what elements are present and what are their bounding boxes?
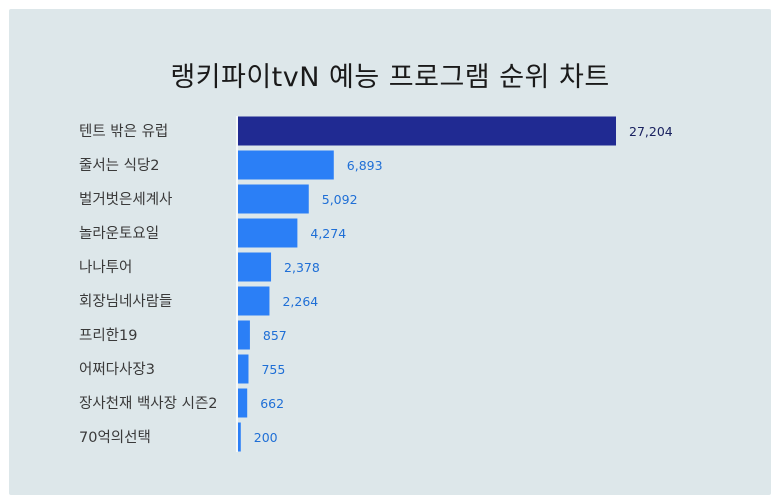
category-label: 텐트 밖은 유럽 <box>79 123 168 140</box>
value-label: 857 <box>263 328 287 343</box>
bar <box>238 286 270 316</box>
category-label: 줄서는 식당2 <box>79 157 160 174</box>
category-label: 벌거벗은세계사 <box>79 191 172 208</box>
chart-card: 랭키파이tvN 예능 프로그램 순위 차트 텐트 밖은 유럽 27,204 줄서는 … <box>9 9 771 495</box>
category-label: 프리한19 <box>79 327 137 344</box>
value-label: 27,204 <box>629 124 673 139</box>
category-label: 어쩌다사장3 <box>79 361 155 378</box>
bar-chart: 텐트 밖은 유럽 27,204 줄서는 식당2 6,893 벌거벗은세계사 5,092 놀라… <box>79 116 673 452</box>
bar <box>238 116 616 146</box>
value-label: 5,092 <box>322 192 358 207</box>
category-label: 나나투어 <box>79 259 132 276</box>
value-label: 2,264 <box>282 294 318 309</box>
bar <box>238 422 241 452</box>
bar <box>238 388 248 418</box>
value-label: 755 <box>261 362 285 377</box>
bar <box>238 252 272 282</box>
value-label: 6,893 <box>347 158 383 173</box>
category-label: 회장님네사람들 <box>79 293 172 310</box>
value-label: 662 <box>260 396 284 411</box>
value-label: 200 <box>254 430 278 445</box>
bar <box>238 150 334 180</box>
bar <box>238 354 249 384</box>
category-label: 장사천재 백사장 시즌2 <box>79 395 218 412</box>
category-label: 70억의선택 <box>79 429 151 446</box>
bar <box>238 320 250 350</box>
chart-title: 랭키파이tvN 예능 프로그램 순위 차트 <box>170 62 610 93</box>
bar <box>238 184 309 214</box>
category-label: 놀라운토요일 <box>79 225 159 242</box>
bar <box>238 218 298 248</box>
value-label: 4,274 <box>310 226 346 241</box>
value-label: 2,378 <box>284 260 320 275</box>
